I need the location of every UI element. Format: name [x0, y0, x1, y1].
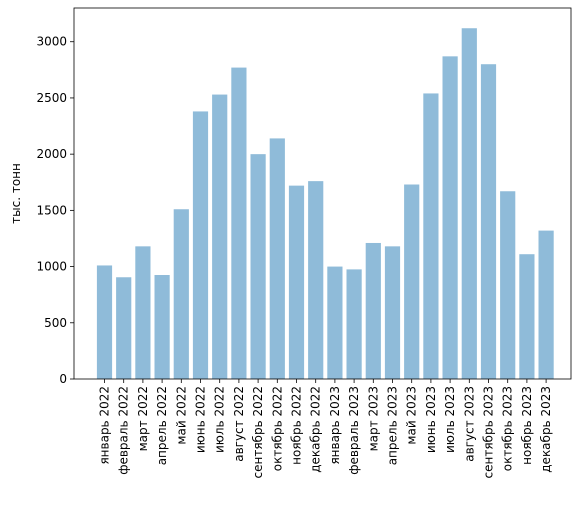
bar [192, 111, 209, 380]
bar [288, 185, 305, 379]
bar [500, 191, 516, 379]
x-tick-label: январь 2022 [98, 386, 112, 465]
x-tick-label: июнь 2023 [424, 386, 438, 453]
x-tick-label: август 2023 [462, 386, 476, 462]
x-tick-label: июнь 2022 [194, 386, 208, 453]
x-tick-label: ноябрь 2022 [290, 386, 304, 465]
bar [154, 275, 170, 379]
x-tick-label: май 2022 [174, 386, 188, 445]
bar [384, 246, 401, 379]
x-tick-label: декабрь 2022 [309, 386, 323, 473]
bar [212, 94, 228, 380]
bar [365, 242, 381, 379]
x-tick-label: апрель 2023 [386, 386, 400, 465]
bar [480, 64, 497, 379]
bar [346, 269, 362, 379]
y-tick-label: 0 [59, 372, 67, 386]
y-axis: 0 500 1000 1500 2000 2500 3000 [36, 35, 74, 386]
y-axis-label: тыс. тонн [9, 163, 23, 224]
x-tick-label: октябрь 2023 [501, 386, 515, 471]
bar [538, 230, 554, 379]
x-tick-label: февраль 2023 [347, 386, 361, 475]
x-tick-label: декабрь 2023 [539, 386, 553, 473]
y-tick-label: 1000 [36, 260, 67, 274]
x-tick-label: ноябрь 2023 [520, 386, 534, 465]
bar [231, 67, 247, 380]
y-tick-label: 2500 [36, 91, 67, 105]
y-tick-label: 500 [44, 316, 67, 330]
x-tick-label: февраль 2022 [117, 386, 131, 475]
y-tick-label: 1500 [36, 203, 67, 217]
bar [404, 184, 420, 379]
x-tick-label: август 2022 [232, 386, 246, 462]
bar [269, 138, 285, 379]
bar [423, 93, 439, 380]
plot-frame [73, 7, 572, 380]
x-tick-label: март 2022 [136, 386, 150, 451]
bar [96, 265, 113, 379]
bar [173, 209, 189, 379]
bar [519, 254, 535, 379]
bar [442, 56, 458, 380]
y-tick-label: 3000 [36, 35, 67, 49]
x-tick-label: сентябрь 2022 [251, 386, 265, 478]
x-axis: январь 2022 февраль 2022 март 2022 апрель 2… [98, 379, 553, 478]
bar [116, 277, 132, 379]
bar [461, 28, 477, 380]
x-tick-label: май 2023 [405, 386, 419, 445]
bar [250, 154, 266, 379]
x-tick-label: март 2023 [366, 386, 380, 451]
x-tick-label: январь 2023 [328, 386, 342, 465]
bar [327, 266, 343, 379]
bars-group [96, 28, 554, 380]
bar [308, 181, 324, 379]
x-tick-label: июль 2023 [443, 386, 457, 453]
x-tick-label: сентябрь 2023 [482, 386, 496, 478]
x-tick-label: апрель 2022 [155, 386, 169, 465]
x-tick-label: июль 2022 [213, 386, 227, 453]
bar [135, 246, 151, 379]
x-tick-label: октябрь 2022 [270, 386, 284, 471]
y-tick-label: 2000 [36, 147, 67, 161]
